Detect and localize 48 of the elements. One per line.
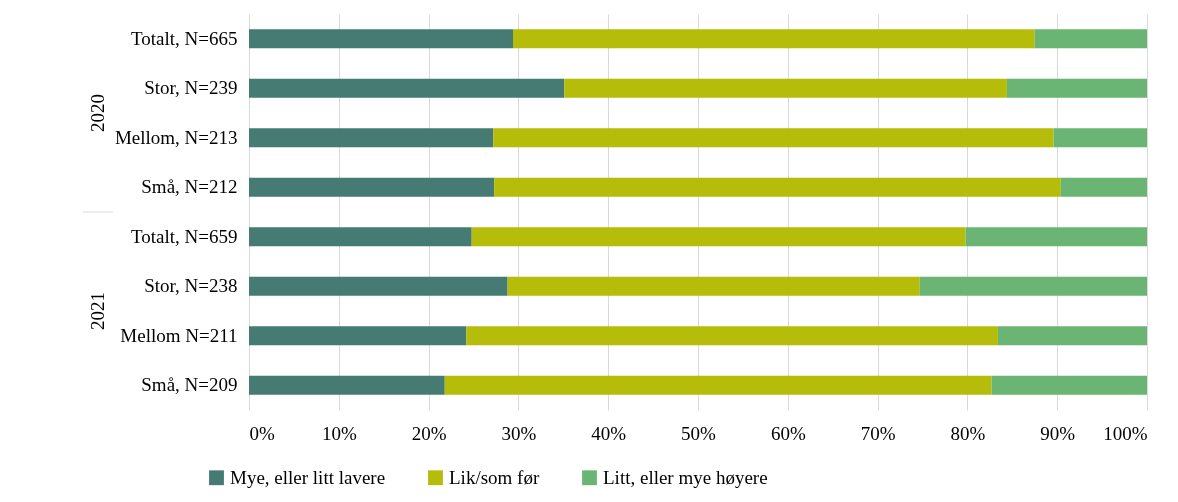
bar (494, 177, 1061, 197)
bar (471, 227, 966, 247)
y-tick-label: Stor, N=238 (144, 275, 238, 297)
bar (249, 375, 445, 395)
bar (249, 177, 495, 197)
x-tick-label: 70% (860, 422, 896, 444)
x-tick-label: 90% (1040, 422, 1076, 444)
y-tick-label: Mellom N=211 (120, 324, 238, 346)
x-tick-label: 100% (1103, 422, 1148, 444)
y-tick-label: Stor, N=239 (144, 77, 238, 99)
bar (466, 326, 998, 346)
x-tick-label: 20% (411, 422, 447, 444)
x-tick-label: 30% (501, 422, 537, 444)
text: 2020 (87, 94, 108, 132)
x-tick-label: 0% (249, 422, 275, 444)
y-tick-label: Små, N=212 (141, 176, 238, 198)
bar (991, 375, 1147, 395)
bar (507, 276, 920, 296)
bar (1034, 29, 1147, 49)
y-tick-label: Totalt, N=659 (131, 225, 238, 247)
bar (249, 78, 565, 98)
y-tick-label: Små, N=209 (141, 374, 238, 396)
text: 2021 (87, 292, 108, 330)
legend-label: Litt, eller mye høyere (603, 466, 768, 488)
y-tick-label: Mellom, N=213 (114, 126, 238, 148)
bar (249, 227, 472, 247)
bar (1060, 177, 1147, 197)
bar (564, 78, 1007, 98)
bar (997, 326, 1147, 346)
bar (249, 29, 514, 49)
bar (919, 276, 1147, 296)
bar (513, 29, 1035, 49)
bar (1006, 78, 1147, 98)
y-tick-label: Totalt, N=665 (131, 27, 238, 49)
x-tick-label: 60% (770, 422, 806, 444)
x-tick-label: 10% (321, 422, 357, 444)
legend-label: Lik/som før (449, 466, 540, 488)
bar (1053, 128, 1147, 148)
legend-label: Mye, eller litt lavere (230, 466, 386, 488)
bar (493, 128, 1054, 148)
bar (444, 375, 992, 395)
x-tick-label: 80% (950, 422, 986, 444)
x-tick-label: 50% (681, 422, 717, 444)
bar (965, 227, 1147, 247)
bar (249, 128, 494, 148)
bar (249, 326, 467, 346)
bar (249, 276, 508, 296)
x-tick-label: 40% (591, 422, 627, 444)
